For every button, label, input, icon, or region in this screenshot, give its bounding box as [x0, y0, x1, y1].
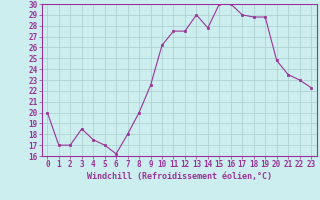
X-axis label: Windchill (Refroidissement éolien,°C): Windchill (Refroidissement éolien,°C)	[87, 172, 272, 181]
